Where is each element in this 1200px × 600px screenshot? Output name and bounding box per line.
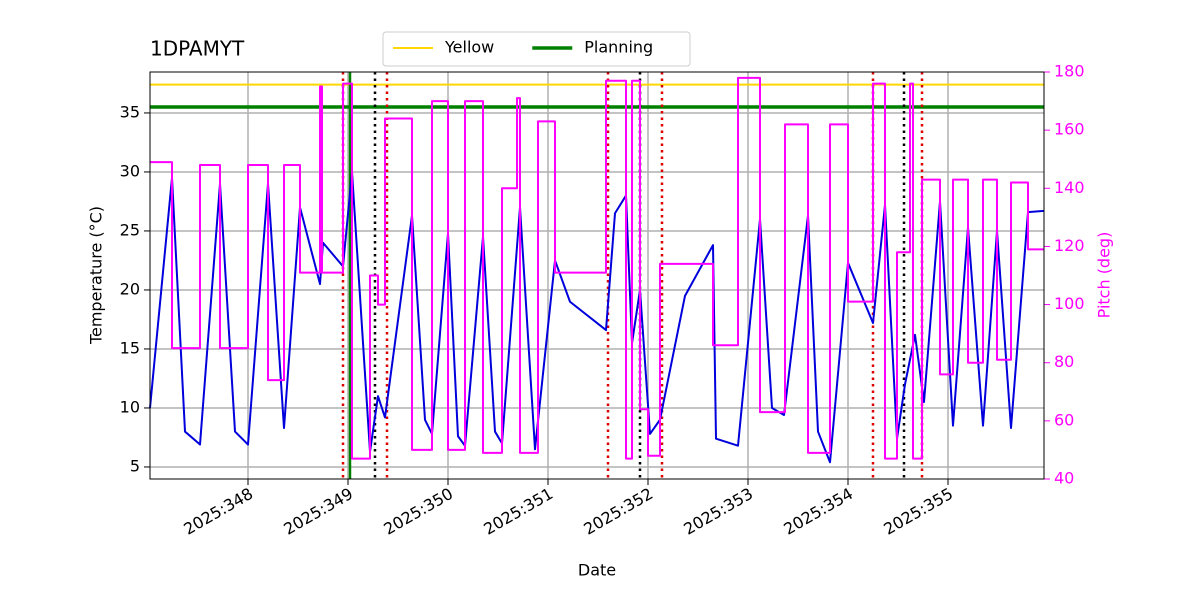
y-tick-label: 30 bbox=[120, 161, 140, 180]
y2-tick-label: 120 bbox=[1054, 236, 1085, 255]
y2-tick-label: 180 bbox=[1054, 62, 1085, 81]
y2-tick-label: 160 bbox=[1054, 120, 1085, 139]
y-tick-label: 10 bbox=[120, 397, 140, 416]
y2-axis-label: Pitch (deg) bbox=[1095, 232, 1114, 319]
y2-tick-label: 40 bbox=[1054, 469, 1074, 488]
y-tick-label: 25 bbox=[120, 220, 140, 239]
y-tick-label: 5 bbox=[130, 456, 140, 475]
y-axis-label: Temperature (°C) bbox=[87, 206, 106, 345]
y2-tick-label: 140 bbox=[1054, 178, 1085, 197]
series-line bbox=[150, 76, 1044, 460]
x-axis-label: Date bbox=[578, 561, 616, 580]
y2-tick-label: 100 bbox=[1054, 294, 1085, 313]
y-tick-label: 15 bbox=[120, 338, 140, 357]
y2-tick-label: 60 bbox=[1054, 410, 1074, 429]
legend-label: Planning bbox=[584, 38, 653, 57]
chart-title: 1DPAMYT bbox=[150, 37, 245, 61]
plot-frame bbox=[149, 71, 1045, 480]
y-tick-label: 20 bbox=[120, 279, 140, 298]
legend-label: Yellow bbox=[444, 38, 494, 57]
y-tick-label: 35 bbox=[120, 102, 140, 121]
y2-tick-label: 80 bbox=[1054, 352, 1074, 371]
series-line bbox=[149, 170, 1045, 464]
